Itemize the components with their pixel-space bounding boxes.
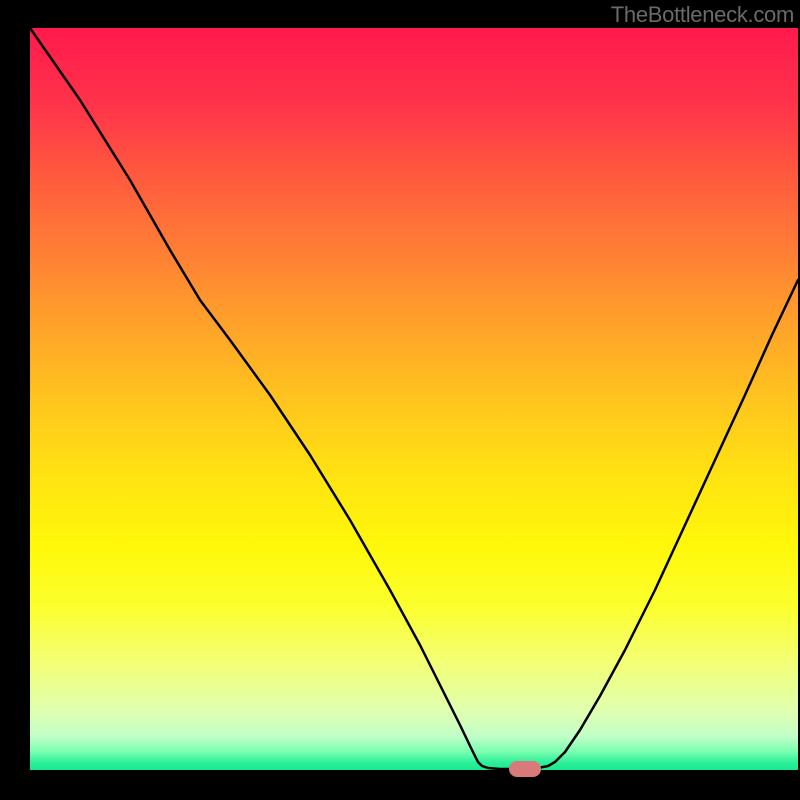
chart-svg xyxy=(0,0,800,800)
chart-container: TheBottleneck.com xyxy=(0,0,800,800)
chart-background xyxy=(30,28,798,770)
optimal-marker xyxy=(509,761,541,777)
watermark-text: TheBottleneck.com xyxy=(611,2,794,28)
